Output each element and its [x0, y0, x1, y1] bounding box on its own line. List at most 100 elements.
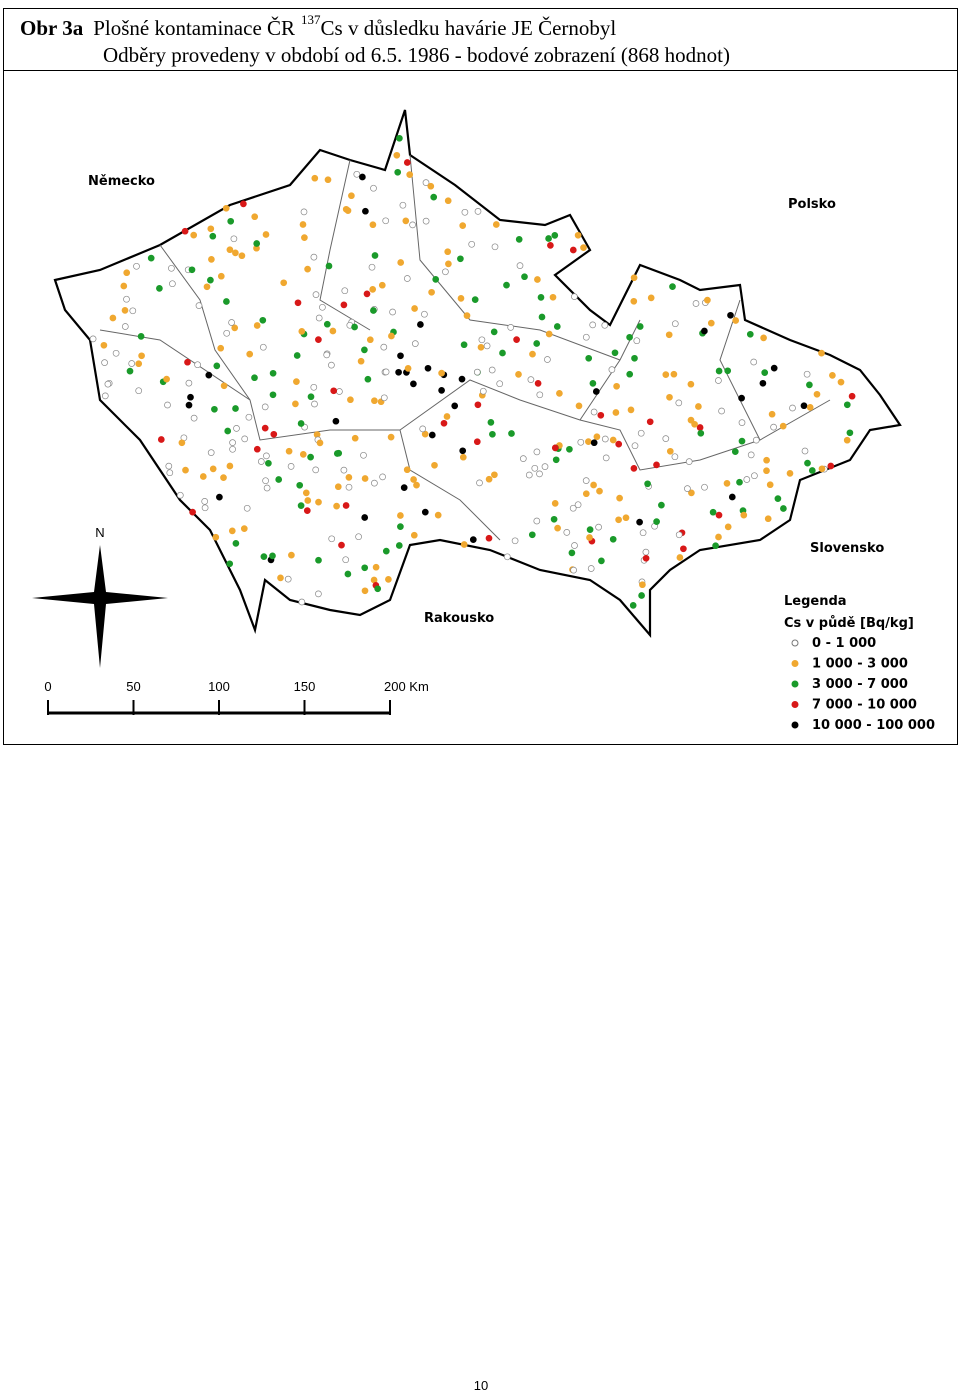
- sample-point: [101, 392, 109, 400]
- sample-point: [323, 351, 331, 359]
- sample-point: [580, 244, 587, 251]
- sample-point: [541, 463, 549, 470]
- sample-point: [458, 375, 466, 383]
- sample-point: [806, 381, 813, 389]
- sample-point: [687, 416, 695, 424]
- sample-point: [226, 560, 234, 568]
- scale-label: 0: [44, 679, 51, 694]
- sample-point: [568, 549, 576, 557]
- sample-point: [569, 246, 577, 254]
- sample-point: [766, 481, 774, 489]
- sample-point: [519, 455, 527, 462]
- sample-point: [380, 394, 388, 402]
- sample-point: [217, 344, 225, 352]
- sample-point: [182, 466, 189, 474]
- sample-point: [259, 316, 267, 324]
- sample-point: [751, 472, 758, 480]
- country-label: Německo: [88, 174, 155, 189]
- legend-label: 10 000 - 100 000: [812, 718, 935, 733]
- sample-point: [333, 450, 341, 457]
- sample-point: [827, 462, 835, 470]
- sample-point: [340, 301, 348, 309]
- sample-point: [382, 547, 390, 555]
- sample-point: [724, 367, 732, 375]
- sample-point: [342, 556, 350, 564]
- sample-point: [121, 307, 129, 314]
- sample-point: [263, 452, 270, 460]
- sample-point: [593, 433, 601, 441]
- sample-point: [304, 265, 311, 273]
- sample-point: [474, 208, 482, 215]
- sample-point: [188, 266, 196, 274]
- north-label: N: [95, 525, 104, 540]
- sample-point: [253, 240, 261, 247]
- sample-point: [361, 346, 368, 354]
- sample-point: [544, 356, 551, 363]
- sample-point: [379, 473, 386, 481]
- sample-point: [388, 332, 395, 340]
- sample-point: [570, 566, 577, 574]
- sample-point: [736, 478, 743, 486]
- sample-point: [293, 352, 301, 359]
- sample-point: [275, 476, 283, 483]
- sample-point: [303, 507, 311, 514]
- sample-point: [284, 575, 292, 583]
- sample-point: [803, 370, 811, 378]
- sample-point: [341, 287, 349, 295]
- sample-point: [269, 369, 277, 377]
- sample-point: [422, 179, 430, 186]
- sample-point: [280, 279, 288, 287]
- sample-point: [631, 354, 638, 362]
- sample-point: [801, 447, 809, 455]
- sample-point: [209, 232, 217, 240]
- sample-point: [189, 508, 196, 516]
- sample-point: [120, 282, 128, 290]
- sample-point: [340, 466, 348, 474]
- sample-point: [707, 319, 715, 327]
- sample-point: [666, 447, 674, 455]
- sample-point: [701, 327, 708, 335]
- sample-point: [355, 533, 362, 541]
- sample-point: [299, 221, 307, 228]
- sample-point: [611, 349, 619, 357]
- sample-point: [789, 404, 796, 412]
- sample-point: [133, 262, 140, 270]
- sample-point: [231, 324, 239, 332]
- sample-point: [262, 231, 270, 238]
- sample-point: [194, 361, 201, 369]
- sample-point: [566, 445, 573, 453]
- sample-point: [738, 394, 745, 402]
- sample-point: [311, 400, 318, 408]
- sample-point: [181, 227, 189, 235]
- sample-point: [704, 296, 711, 304]
- sample-point: [246, 350, 254, 358]
- sample-point: [586, 534, 593, 541]
- legend-swatch: [791, 680, 799, 688]
- sample-point: [528, 531, 536, 539]
- sample-point: [460, 341, 468, 349]
- sample-point: [190, 414, 198, 422]
- sample-point: [232, 249, 239, 257]
- sample-point: [251, 213, 259, 221]
- sample-point: [577, 438, 585, 446]
- sample-point: [760, 334, 767, 342]
- legend-title: Legenda: [784, 594, 847, 609]
- sample-point: [432, 276, 440, 283]
- sample-point: [746, 330, 754, 338]
- sample-point: [226, 246, 234, 254]
- sample-point: [207, 225, 215, 233]
- sample-point: [389, 308, 396, 316]
- sample-point: [157, 436, 165, 443]
- sample-point: [166, 469, 174, 477]
- sample-point: [647, 294, 655, 302]
- header-line: Obr 3a Plošné kontaminace ČR 137Cs v důsle…: [20, 12, 616, 40]
- sample-point: [304, 497, 312, 504]
- sample-point: [527, 376, 535, 383]
- sample-point: [397, 523, 404, 530]
- sample-point: [752, 436, 760, 444]
- sample-point: [421, 508, 429, 516]
- sample-point: [715, 511, 723, 519]
- sample-point: [513, 336, 520, 343]
- sample-point: [164, 401, 171, 409]
- sample-point: [262, 477, 269, 485]
